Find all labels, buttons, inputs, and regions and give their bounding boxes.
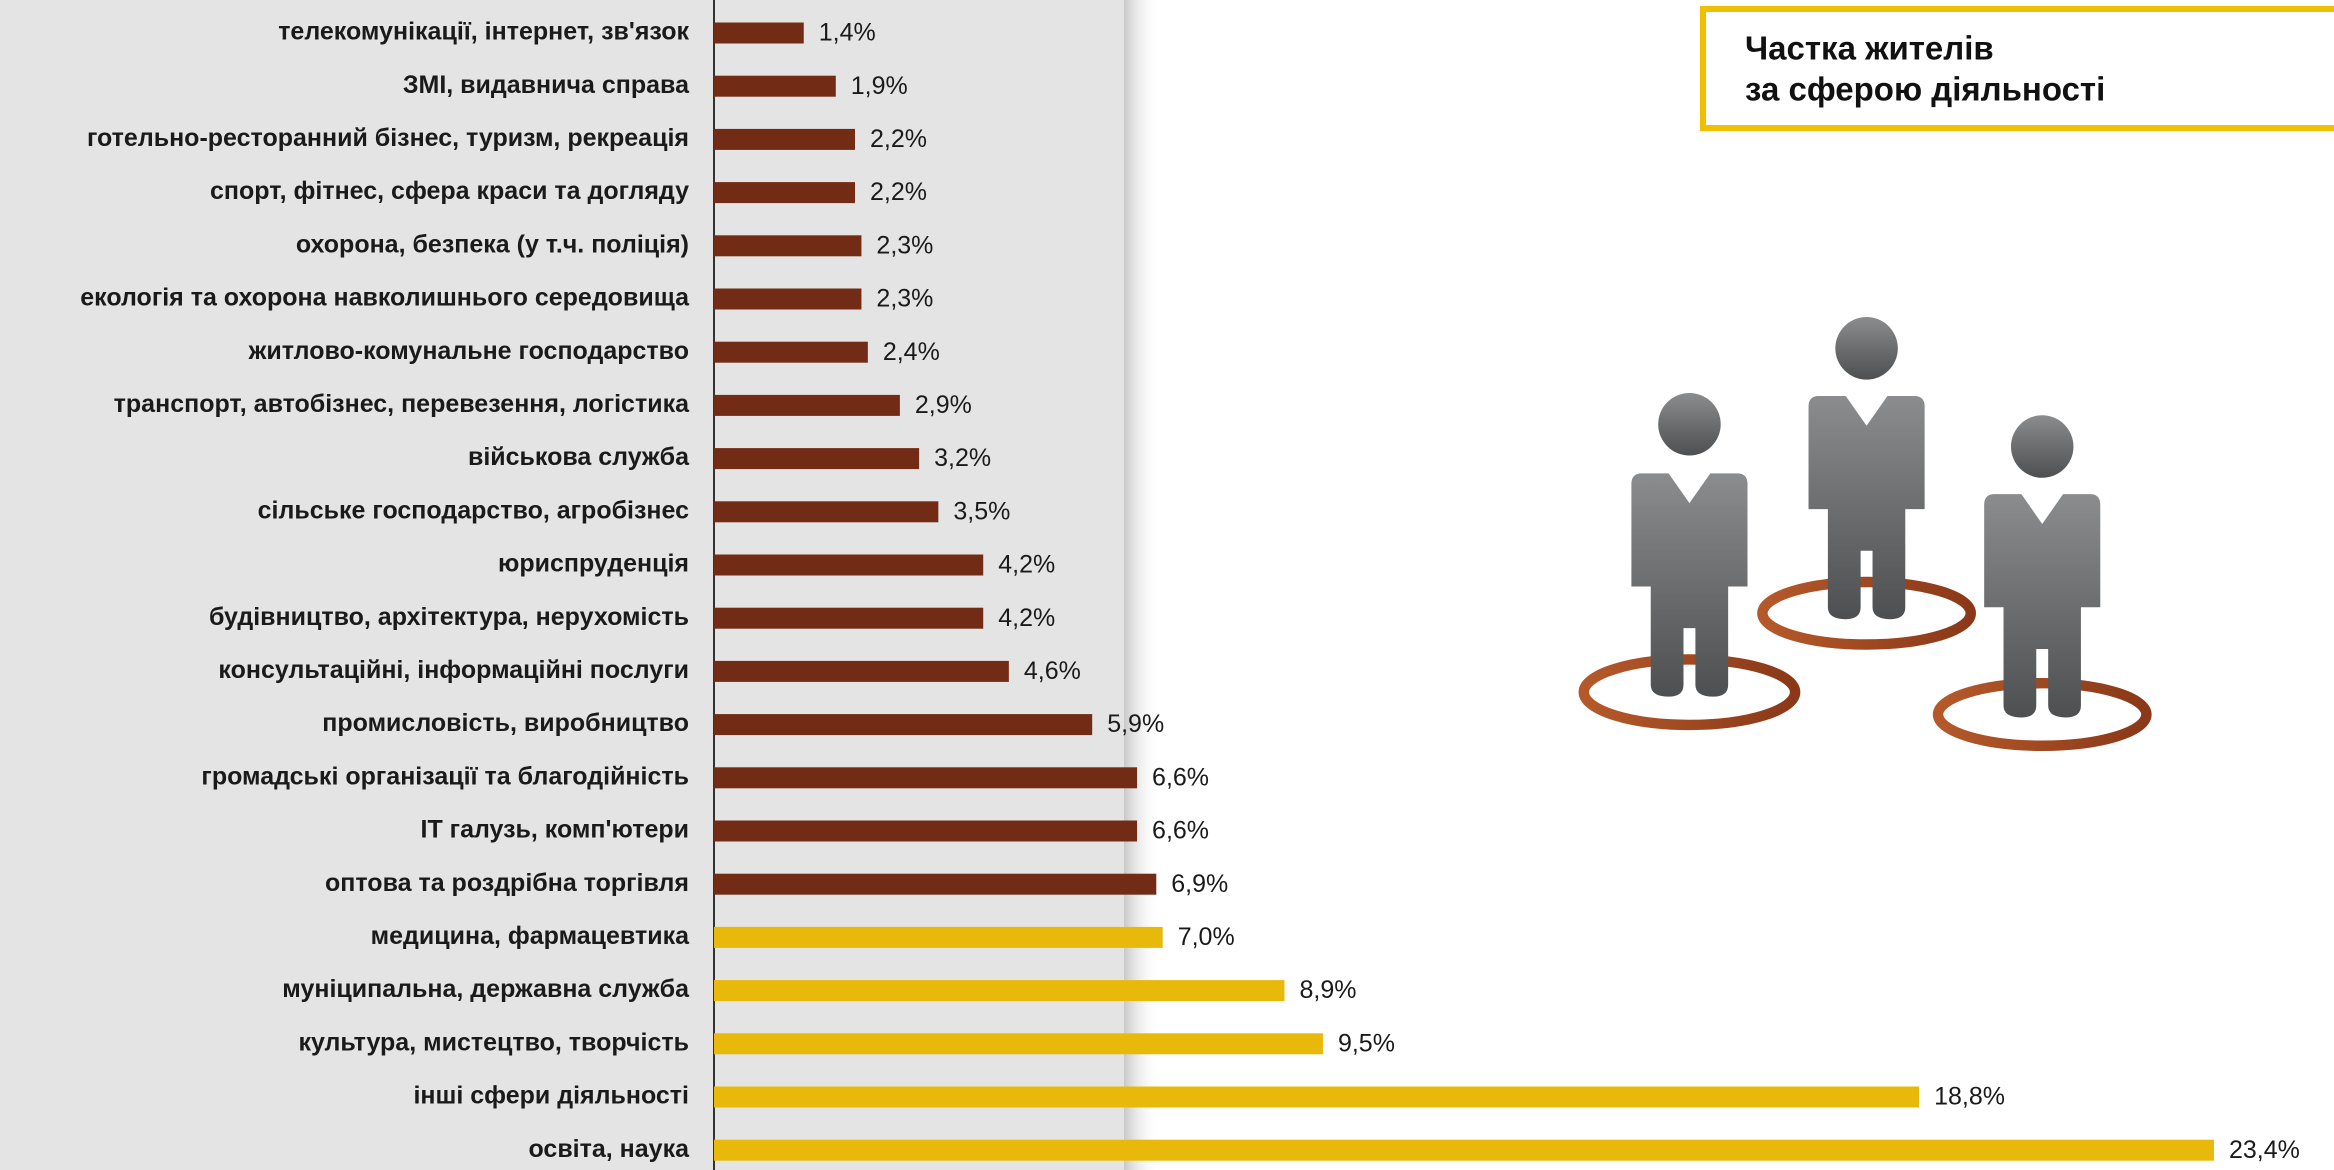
value-label: 4,6% — [1024, 657, 1081, 685]
value-label: 1,9% — [851, 72, 908, 100]
category-label: спорт, фітнес, сфера краси та догляду — [210, 177, 689, 205]
bar — [714, 75, 836, 97]
bar — [714, 714, 1093, 736]
category-label: транспорт, автобізнес, перевезення, логі… — [114, 390, 690, 418]
people-icon — [1578, 317, 2152, 751]
value-label: 4,2% — [998, 551, 1055, 579]
value-label: 9,5% — [1338, 1029, 1395, 1057]
chart-title: Частка жителів — [1745, 30, 1994, 67]
bar — [714, 1033, 1323, 1055]
category-label: інші сфери діяльності — [413, 1082, 689, 1110]
category-label: будівництво, архітектура, нерухомість — [209, 603, 689, 631]
value-label: 7,0% — [1178, 923, 1235, 951]
category-label: екологія та охорона навколишнього середо… — [80, 284, 690, 312]
value-label: 4,2% — [998, 604, 1055, 632]
category-label: ІТ галузь, комп'ютери — [421, 816, 689, 844]
chart-title: за сферою діяльності — [1745, 71, 2105, 108]
bar — [714, 394, 900, 416]
bar — [714, 767, 1138, 789]
value-label: 2,3% — [876, 231, 933, 259]
value-label: 6,9% — [1171, 870, 1228, 898]
bar — [714, 820, 1138, 842]
panel-bg — [0, 0, 1124, 1170]
value-label: 6,6% — [1152, 763, 1209, 791]
value-label: 18,8% — [1934, 1083, 2005, 1111]
bar — [714, 873, 1157, 895]
category-label: військова служба — [468, 443, 690, 471]
bar — [714, 980, 1285, 1002]
bar — [714, 448, 920, 470]
value-label: 2,2% — [870, 125, 927, 153]
value-label: 2,2% — [870, 178, 927, 206]
category-label: ЗМІ, видавнича справа — [403, 71, 690, 99]
category-label: освіта, наука — [528, 1135, 690, 1163]
value-label: 2,4% — [883, 338, 940, 366]
category-label: громадські організації та благодійність — [201, 762, 689, 790]
category-label: оптова та роздрібна торгівля — [325, 869, 689, 897]
category-label: охорона, безпека (у т.ч. поліція) — [296, 230, 689, 258]
title-box — [1700, 6, 2334, 131]
panel-shadow — [1124, 0, 1160, 1170]
bar — [714, 22, 804, 44]
category-label: промисловість, виробництво — [322, 709, 689, 737]
category-label: сільське господарство, агробізнес — [258, 496, 689, 524]
category-label: консультаційні, інформаційні послуги — [218, 656, 689, 684]
bar — [714, 554, 984, 576]
value-label: 3,2% — [934, 444, 991, 472]
bar — [714, 288, 862, 310]
value-label: 5,9% — [1107, 710, 1164, 738]
category-label: готельно-ресторанний бізнес, туризм, рек… — [87, 124, 689, 152]
bar — [714, 235, 862, 257]
category-label: культура, мистецтво, творчість — [298, 1028, 689, 1056]
category-label: медицина, фармацевтика — [371, 922, 690, 950]
value-label: 1,4% — [819, 19, 876, 47]
category-label: телекомунікації, інтернет, зв'язок — [278, 18, 689, 46]
value-label: 23,4% — [2229, 1136, 2300, 1164]
bar — [714, 182, 856, 204]
bar — [714, 128, 856, 150]
value-label: 3,5% — [953, 497, 1010, 525]
bar — [714, 660, 1009, 682]
category-label: житлово-комунальне господарство — [248, 337, 689, 365]
category-label: юриспруденція — [498, 550, 689, 578]
bar — [714, 926, 1163, 948]
value-label: 6,6% — [1152, 817, 1209, 845]
bar — [714, 1139, 2214, 1161]
value-label: 2,9% — [915, 391, 972, 419]
value-label: 8,9% — [1299, 976, 1356, 1004]
category-label: муніципальна, державна служба — [282, 975, 690, 1003]
bar — [714, 501, 939, 523]
value-label: 2,3% — [876, 285, 933, 313]
bar — [714, 1086, 1920, 1108]
bar — [714, 341, 868, 363]
bar — [714, 607, 984, 629]
